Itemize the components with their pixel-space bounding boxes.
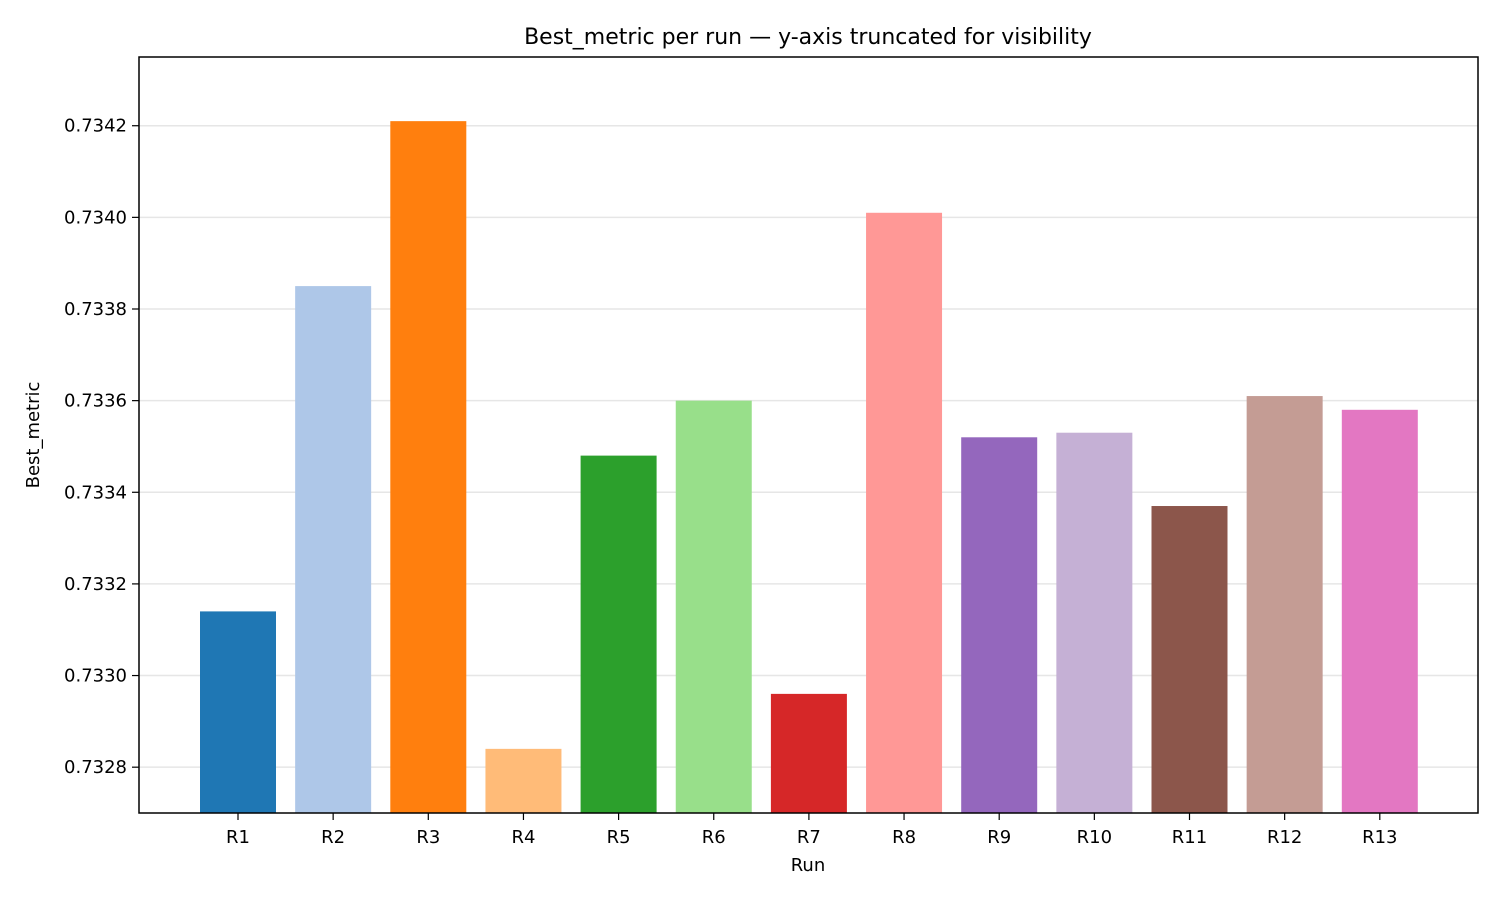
bar-r3 xyxy=(390,121,467,814)
bar-r6 xyxy=(675,400,752,813)
x-tick-label: R12 xyxy=(1267,827,1302,848)
x-tick-label: R9 xyxy=(987,827,1011,848)
bar-r13 xyxy=(1341,409,1418,813)
y-tick-label: 0.7336 xyxy=(64,391,127,412)
x-tick-label: R4 xyxy=(511,827,535,848)
x-tick-label: R10 xyxy=(1077,827,1112,848)
x-tick-label: R3 xyxy=(416,827,440,848)
y-tick-label: 0.7342 xyxy=(64,116,127,137)
x-tick-label: R13 xyxy=(1362,827,1397,848)
bar-r12 xyxy=(1246,396,1323,813)
x-tick-label: R1 xyxy=(226,827,250,848)
bar-r5 xyxy=(580,455,657,813)
bar-r4 xyxy=(485,748,562,813)
bars xyxy=(200,121,1418,814)
y-tick-label: 0.7332 xyxy=(64,574,127,595)
x-tick-label: R2 xyxy=(321,827,345,848)
bar-r7 xyxy=(770,693,847,813)
bar-r1 xyxy=(200,611,276,813)
bar-r10 xyxy=(1056,432,1133,813)
bar-r11 xyxy=(1151,506,1228,813)
y-axis-label: Best_metric xyxy=(23,382,44,489)
y-tick-label: 0.7340 xyxy=(64,207,127,228)
x-axis-label: Run xyxy=(791,855,826,876)
chart-title: Best_metric per run — y-axis truncated f… xyxy=(524,25,1092,50)
x-axis-ticks: R1 R2 R3 R4 R5 R6 R7 R8 R9 R10 R11 R12 R13 xyxy=(226,813,1398,848)
x-tick-label: R5 xyxy=(607,827,631,848)
x-tick-label: R11 xyxy=(1172,827,1207,848)
y-tick-label: 0.7338 xyxy=(64,299,127,320)
x-tick-label: R6 xyxy=(702,827,726,848)
x-tick-label: R8 xyxy=(892,827,916,848)
y-tick-label: 0.7328 xyxy=(64,757,127,778)
y-tick-label: 0.7334 xyxy=(64,482,127,503)
y-tick-label: 0.7330 xyxy=(64,666,127,687)
y-axis-ticks: 0.7328 0.7330 0.7332 0.7334 0.7336 0.7338 0.73… xyxy=(64,116,139,778)
bar-r9 xyxy=(961,437,1038,813)
bar-r2 xyxy=(295,286,372,813)
bar-r8 xyxy=(866,212,943,814)
x-tick-label: R7 xyxy=(797,827,821,848)
